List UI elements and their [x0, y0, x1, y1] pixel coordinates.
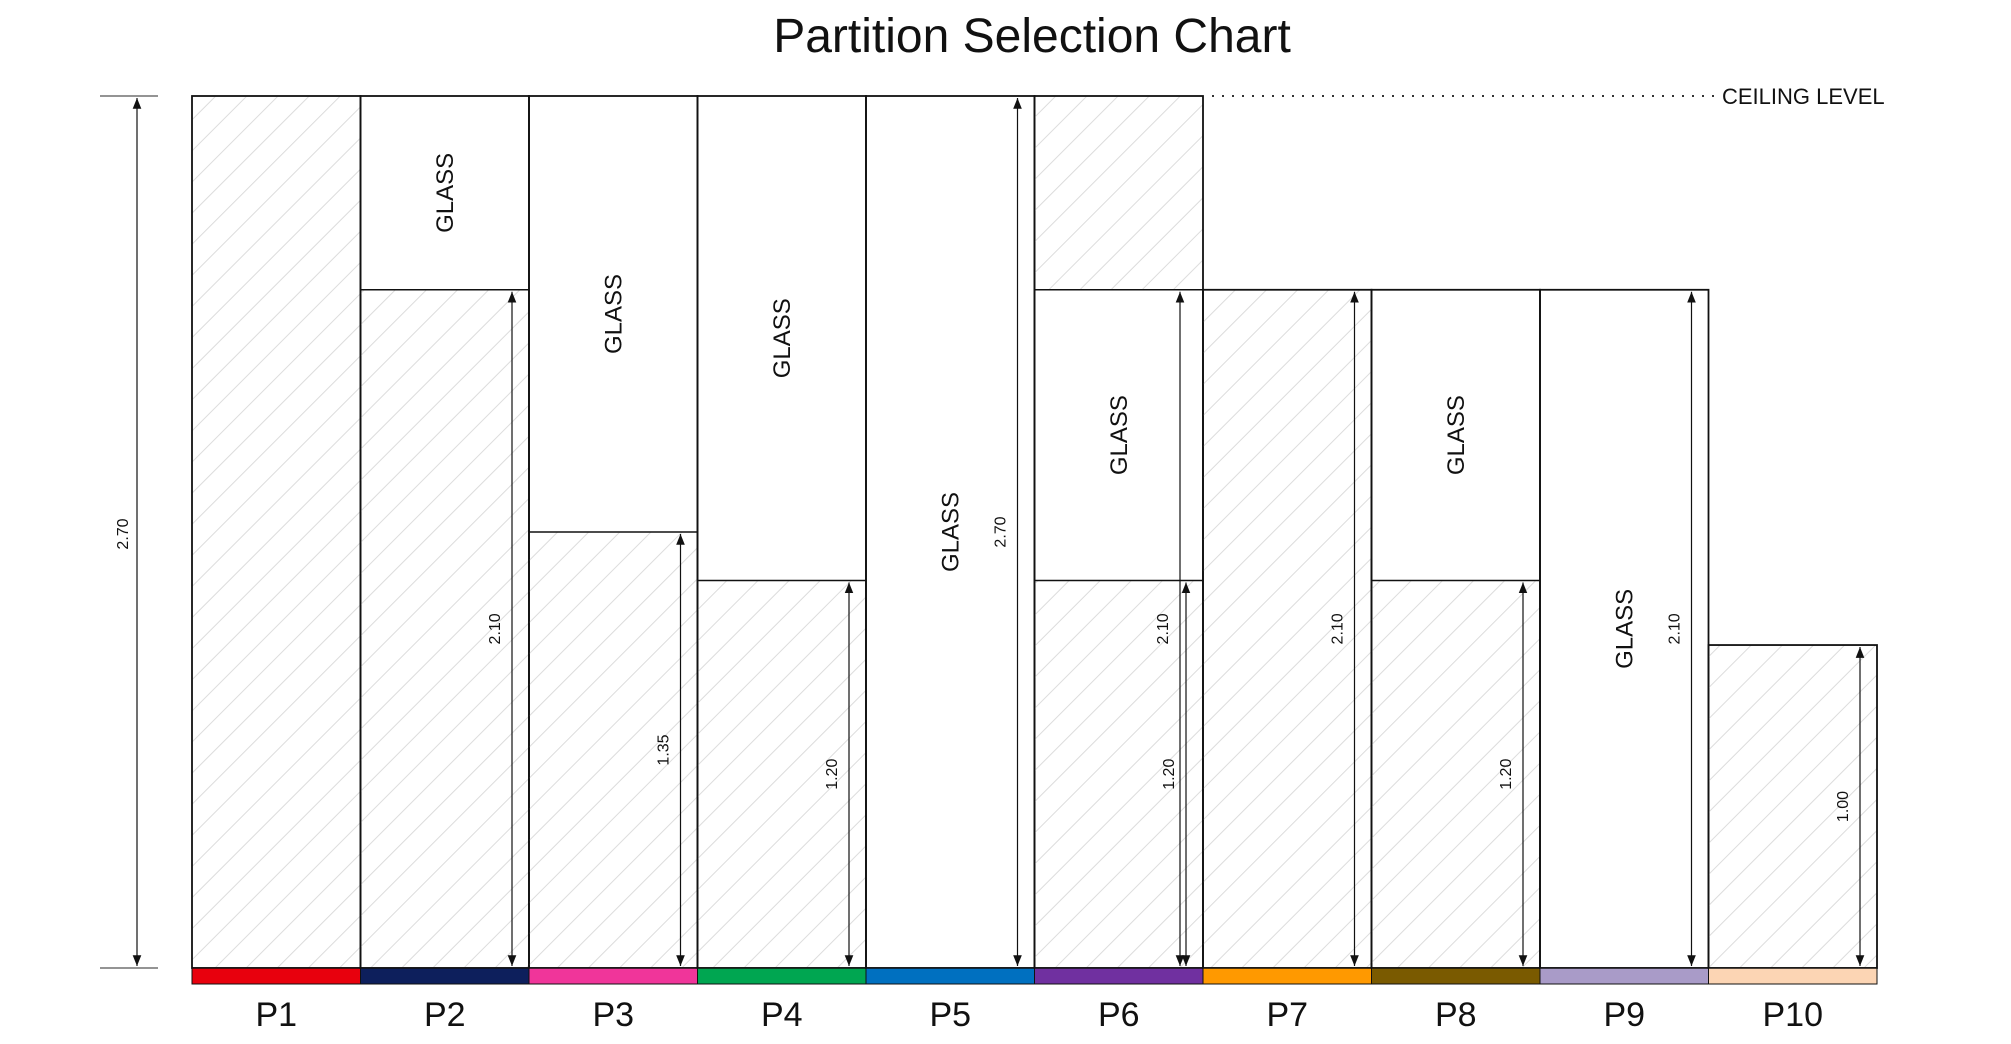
partition-p7-dim-label: 2.10: [1330, 613, 1347, 644]
partition-p3-dim-label: 1.35: [656, 734, 673, 765]
partitions-group: P1 GLASS 2.10 P2 GLASS 1.35 P3 GLASS 1.20 P4 GLASS…: [191, 95, 1878, 1034]
ceiling-label: CEILING LEVEL: [1722, 84, 1885, 109]
partition-p5-label: P5: [929, 996, 971, 1034]
partition-p6-swatch: [1034, 967, 1204, 985]
partition-p10-swatch: [1708, 967, 1878, 985]
partition-p6-label: P6: [1098, 996, 1140, 1034]
partition-p8-dim-label: 1.20: [1498, 759, 1515, 790]
partition-p9-swatch: [1539, 967, 1709, 985]
partition-p2-dim-label: 2.10: [487, 613, 504, 644]
partition-p4-label: P4: [761, 996, 803, 1034]
partition-p8-solid: [1371, 580, 1540, 968]
partition-p9-glass-label: GLASS: [1611, 589, 1638, 669]
overall-dim-label: 2.70: [115, 518, 132, 549]
partition-p3-solid: [529, 532, 698, 968]
partition-p8-swatch: [1371, 967, 1541, 985]
partition-p5-glass-label: GLASS: [937, 492, 964, 572]
partition-p10-dim-label: 1.00: [1835, 791, 1852, 822]
partition-p1-label: P1: [255, 996, 297, 1034]
partition-p6-dim-label: 1.20: [1161, 759, 1178, 790]
chart-title: Partition Selection Chart: [773, 10, 1291, 63]
partition-p9-label: P9: [1603, 996, 1645, 1034]
partition-p3-swatch: [528, 967, 698, 985]
partition-p7-label: P7: [1266, 996, 1308, 1034]
partition-p2-label: P2: [424, 996, 466, 1034]
partition-p6-top-infill: [1034, 96, 1203, 290]
partition-p6-dim2-label: 2.10: [1155, 613, 1172, 644]
partition-p4-dim-label: 1.20: [824, 759, 841, 790]
partition-p4-solid: [697, 580, 866, 968]
partition-p7-solid: [1203, 289, 1372, 968]
partition-p9-dim-label: 2.10: [1667, 613, 1684, 644]
partition-p2-solid: [360, 289, 529, 968]
partition-p1-solid: [192, 96, 361, 968]
partition-p10-label: P10: [1763, 996, 1824, 1034]
partition-p3-glass-label: GLASS: [600, 274, 627, 354]
partition-p4-swatch: [697, 967, 867, 985]
partition-p8-label: P8: [1435, 996, 1477, 1034]
partition-p8-glass-label: GLASS: [1443, 395, 1470, 475]
partition-p5-dim-label: 2.70: [993, 516, 1010, 547]
partition-p5-swatch: [865, 967, 1035, 985]
partition-p6-glass-label: GLASS: [1106, 395, 1133, 475]
partition-p3-label: P3: [592, 996, 634, 1034]
partition-p10-solid: [1708, 645, 1877, 968]
partition-p6-solid: [1034, 580, 1203, 968]
partition-p2-glass-label: GLASS: [432, 153, 459, 233]
partition-p7-swatch: [1202, 967, 1372, 985]
partition-p2-swatch: [360, 967, 530, 985]
partition-p1-swatch: [191, 967, 361, 985]
partition-p4-glass-label: GLASS: [769, 298, 796, 378]
